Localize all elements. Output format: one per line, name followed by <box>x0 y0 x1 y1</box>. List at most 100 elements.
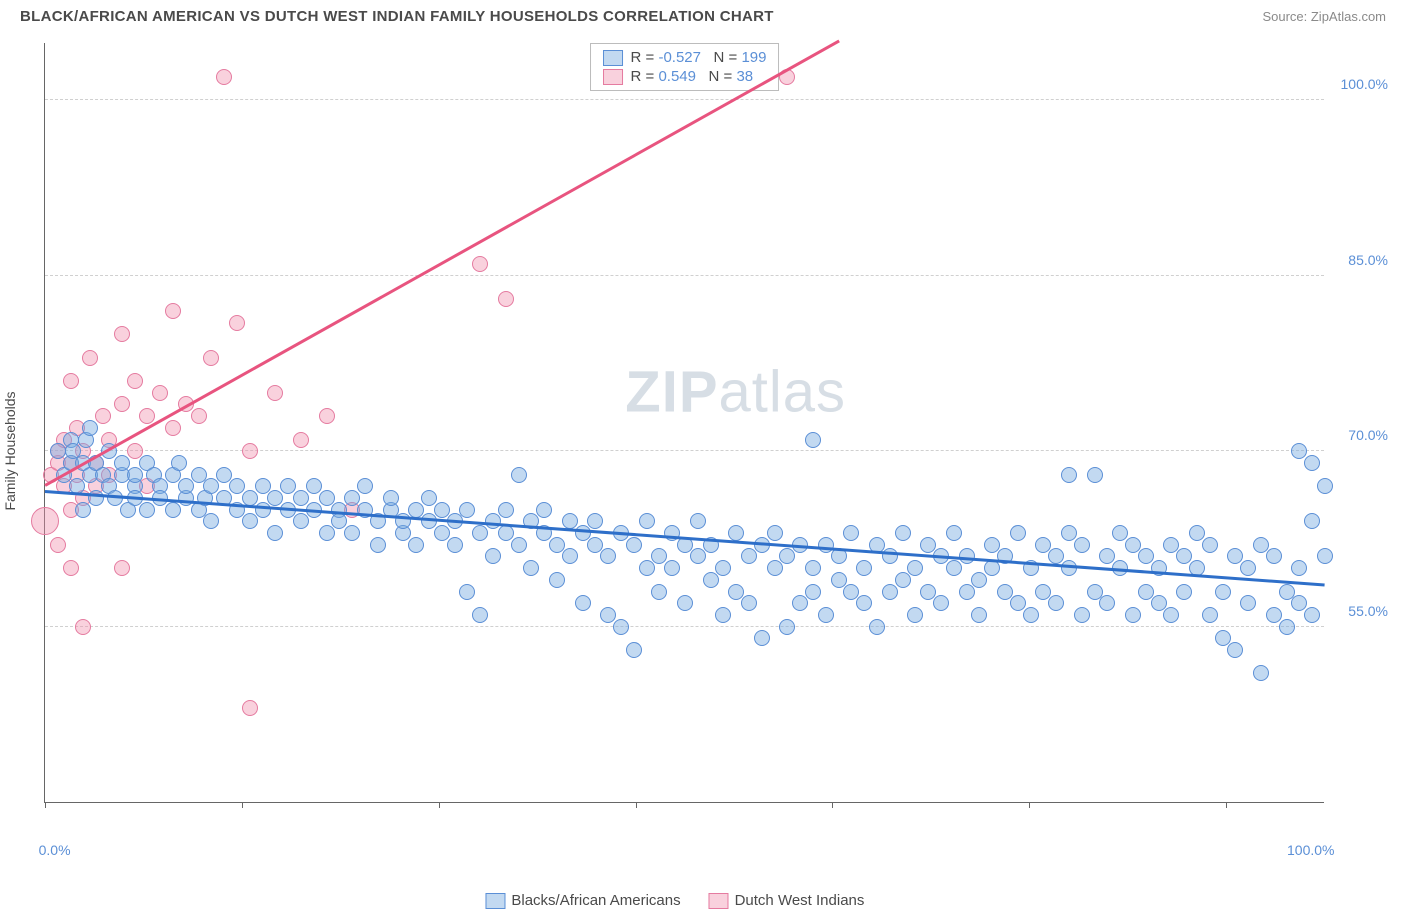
scatter-point <box>882 584 898 600</box>
scatter-point <box>754 630 770 646</box>
scatter-point <box>933 595 949 611</box>
scatter-point <box>971 572 987 588</box>
scatter-point <box>587 537 603 553</box>
scatter-point <box>1279 619 1295 635</box>
x-tick <box>636 802 637 808</box>
scatter-point <box>319 525 335 541</box>
scatter-point <box>600 607 616 623</box>
scatter-point <box>216 69 232 85</box>
scatter-point <box>831 572 847 588</box>
scatter-point <box>267 490 283 506</box>
scatter-point <box>1240 560 1256 576</box>
watermark: ZIPatlas <box>625 359 846 426</box>
scatter-point <box>959 584 975 600</box>
scatter-point <box>421 490 437 506</box>
scatter-point <box>907 607 923 623</box>
scatter-point <box>472 525 488 541</box>
y-tick-label: 70.0% <box>1348 427 1388 443</box>
scatter-point <box>267 525 283 541</box>
scatter-point <box>1304 513 1320 529</box>
scatter-point <box>639 560 655 576</box>
scatter-point <box>114 455 130 471</box>
scatter-point <box>511 537 527 553</box>
scatter-point <box>344 490 360 506</box>
scatter-point <box>203 350 219 366</box>
scatter-point <box>920 537 936 553</box>
scatter-point <box>242 513 258 529</box>
y-tick-label: 85.0% <box>1348 252 1388 268</box>
scatter-point <box>549 572 565 588</box>
gridline <box>45 99 1324 100</box>
scatter-point <box>1023 607 1039 623</box>
scatter-point <box>651 548 667 564</box>
scatter-point <box>242 700 258 716</box>
scatter-point <box>1010 525 1026 541</box>
scatter-point <box>63 560 79 576</box>
scatter-point <box>1163 607 1179 623</box>
scatter-point <box>1227 548 1243 564</box>
scatter-point <box>498 502 514 518</box>
scatter-point <box>63 373 79 389</box>
scatter-point <box>523 560 539 576</box>
scatter-point <box>818 607 834 623</box>
scatter-point <box>1061 467 1077 483</box>
scatter-point <box>1138 584 1154 600</box>
scatter-point <box>229 478 245 494</box>
y-tick-label: 55.0% <box>1348 603 1388 619</box>
scatter-point <box>677 595 693 611</box>
scatter-point <box>741 548 757 564</box>
scatter-point <box>600 548 616 564</box>
scatter-point <box>1291 560 1307 576</box>
scatter-point <box>626 642 642 658</box>
legend-swatch <box>603 50 623 66</box>
x-tick <box>832 802 833 808</box>
scatter-point <box>319 490 335 506</box>
gridline <box>45 275 1324 276</box>
scatter-point <box>1176 548 1192 564</box>
scatter-point <box>895 525 911 541</box>
scatter-point <box>779 619 795 635</box>
scatter-point <box>114 326 130 342</box>
scatter-point <box>370 537 386 553</box>
scatter-point <box>1266 548 1282 564</box>
scatter-point <box>1087 584 1103 600</box>
scatter-point <box>1202 537 1218 553</box>
scatter-point <box>511 467 527 483</box>
scatter-point <box>114 396 130 412</box>
scatter-point <box>485 548 501 564</box>
scatter-point <box>255 478 271 494</box>
chart-title: BLACK/AFRICAN AMERICAN VS DUTCH WEST IND… <box>20 8 774 25</box>
legend-item: Blacks/African Americans <box>485 892 680 909</box>
scatter-point <box>267 385 283 401</box>
scatter-point <box>818 537 834 553</box>
scatter-point <box>1227 642 1243 658</box>
scatter-point <box>869 619 885 635</box>
scatter-point <box>242 443 258 459</box>
scatter-point <box>421 513 437 529</box>
scatter-point <box>575 525 591 541</box>
plot-area: ZIPatlas R = -0.527 N = 199R = 0.549 N =… <box>44 43 1324 803</box>
scatter-point <box>626 537 642 553</box>
scatter-point <box>1253 665 1269 681</box>
x-tick <box>45 802 46 808</box>
scatter-point <box>984 537 1000 553</box>
legend-row: R = -0.527 N = 199 <box>603 48 767 67</box>
scatter-point <box>792 595 808 611</box>
scatter-point <box>549 537 565 553</box>
scatter-point <box>139 502 155 518</box>
scatter-point <box>255 502 271 518</box>
scatter-point <box>165 303 181 319</box>
scatter-point <box>472 607 488 623</box>
scatter-point <box>728 584 744 600</box>
scatter-point <box>1035 537 1051 553</box>
scatter-point <box>946 525 962 541</box>
scatter-point <box>171 455 187 471</box>
scatter-point <box>203 513 219 529</box>
scatter-point <box>1279 584 1295 600</box>
scatter-point <box>1061 525 1077 541</box>
scatter-point <box>651 584 667 600</box>
scatter-point <box>779 548 795 564</box>
scatter-point <box>1291 443 1307 459</box>
scatter-point <box>127 467 143 483</box>
scatter-point <box>1112 525 1128 541</box>
